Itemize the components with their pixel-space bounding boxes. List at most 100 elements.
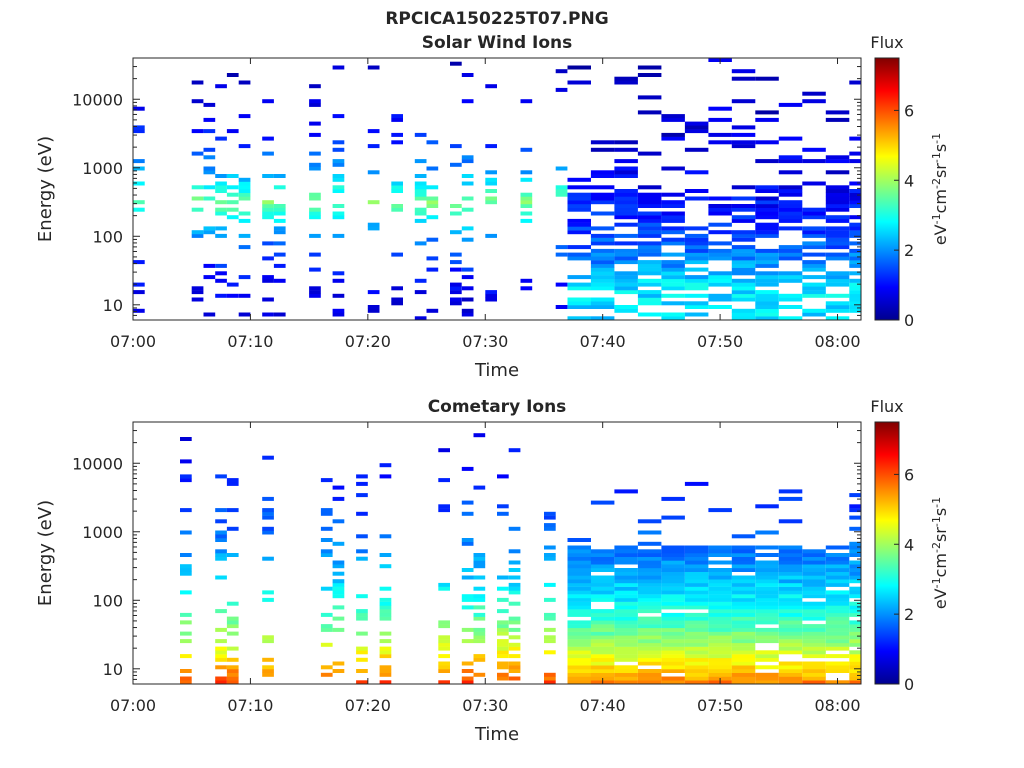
- spectrogram-cell: [825, 278, 850, 283]
- spectrogram-cell: [544, 556, 556, 561]
- spectrogram-cell: [555, 245, 568, 250]
- spectrogram-cell: [273, 211, 286, 216]
- spectrogram-cell: [461, 312, 474, 317]
- spectrogram-cell: [731, 293, 756, 298]
- spectrogram-cell: [731, 207, 756, 212]
- spectrogram-cell: [332, 582, 345, 587]
- spectrogram-cell: [708, 568, 732, 572]
- spectrogram-cell: [684, 256, 709, 261]
- spectrogram-cell: [825, 605, 850, 610]
- spectrogram-cell: [708, 586, 732, 591]
- spectrogram-cell: [849, 609, 861, 614]
- spectrogram-cell: [590, 627, 615, 632]
- spectrogram-cell: [755, 233, 779, 238]
- spectrogram-cell: [215, 174, 227, 178]
- spectrogram-cell: [497, 631, 509, 636]
- spectrogram-cell: [391, 114, 403, 119]
- spectrogram-cell: [802, 680, 826, 685]
- spectrogram-cell: [215, 556, 227, 561]
- spectrogram-cell: [802, 571, 826, 576]
- spectrogram-cell: [661, 211, 685, 216]
- spectrogram-cell: [332, 177, 345, 182]
- spectrogram-cell: [367, 200, 380, 205]
- spectrogram-cell: [567, 657, 591, 662]
- spectrogram-cell: [567, 654, 591, 659]
- x-tick-label: 07:10: [227, 696, 273, 715]
- spectrogram-cell: [614, 612, 638, 617]
- spectrogram-cell: [661, 316, 685, 321]
- spectrogram-cell: [497, 642, 509, 647]
- spectrogram-cell: [802, 676, 826, 681]
- spectrogram-cell: [180, 612, 192, 617]
- spectrogram-cell: [637, 215, 662, 220]
- spectrogram-cell: [426, 308, 439, 313]
- spectrogram-cell: [426, 166, 439, 171]
- spectrogram-cell: [849, 260, 861, 265]
- spectrogram-cell: [802, 312, 826, 317]
- spectrogram-cell: [661, 230, 685, 235]
- spectrogram-cell: [508, 590, 521, 595]
- spectrogram-cell: [379, 605, 392, 610]
- spectrogram-cell: [508, 661, 521, 666]
- spectrogram-cell: [708, 241, 732, 246]
- spectrogram-cell: [356, 631, 368, 636]
- spectrogram-cell: [461, 275, 474, 280]
- spectrogram-cell: [590, 256, 615, 261]
- spectrogram-cell: [226, 669, 239, 673]
- spectrogram-cell: [614, 248, 638, 253]
- spectrogram-cell: [731, 661, 756, 666]
- spectrogram-cell: [215, 474, 227, 479]
- spectrogram-cell: [755, 504, 779, 509]
- spectrogram-cell: [567, 316, 591, 321]
- spectrogram-cell: [203, 196, 216, 201]
- spectrogram-cell: [590, 278, 615, 283]
- spectrogram-cell: [356, 669, 368, 673]
- spectrogram-cell: [661, 616, 685, 621]
- spectrogram-cell: [849, 282, 861, 287]
- spectrogram-cell: [661, 571, 685, 576]
- spectrogram-cell: [450, 230, 462, 235]
- spectrogram-cell: [191, 297, 204, 302]
- spectrogram-cell: [684, 669, 709, 673]
- spectrogram-cell: [203, 166, 216, 171]
- spectrogram-cell: [426, 256, 439, 261]
- spectrogram-cell: [684, 252, 709, 257]
- spectrogram-cell: [731, 282, 756, 287]
- spectrogram-cell: [708, 230, 732, 235]
- spectrogram-cell: [849, 256, 861, 261]
- spectrogram-cell: [684, 248, 709, 253]
- spectrogram-cell: [273, 312, 286, 317]
- spectrogram-cell: [778, 207, 803, 212]
- spectrogram-cell: [379, 601, 392, 606]
- spectrogram-cell: [731, 616, 756, 621]
- spectrogram-cell: [825, 282, 850, 287]
- spectrogram-cell: [755, 226, 779, 231]
- spectrogram-cell: [849, 654, 861, 659]
- spectrogram-cell: [637, 672, 662, 677]
- spectrogram-cell: [637, 222, 662, 227]
- spectrogram-cell: [567, 601, 591, 606]
- spectrogram-cell: [661, 564, 685, 569]
- spectrogram-cell: [661, 549, 685, 554]
- spectrogram-cell: [614, 159, 638, 164]
- spectrogram-cell: [567, 218, 591, 223]
- spectrogram-cell: [614, 256, 638, 261]
- spectrogram-cell: [731, 271, 756, 276]
- spectrogram-cell: [356, 646, 368, 651]
- spectrogram-cell: [332, 519, 345, 524]
- spectrogram-cell: [426, 140, 439, 145]
- spectrogram-cell: [180, 508, 192, 513]
- spectrogram-cell: [590, 286, 615, 291]
- spectrogram-cell: [825, 237, 850, 242]
- spectrogram-cell: [356, 657, 368, 662]
- spectrogram-cell: [778, 248, 803, 253]
- spectrogram-cell: [708, 609, 732, 614]
- spectrogram-cell: [755, 545, 779, 550]
- spectrogram-cell: [661, 582, 685, 587]
- spectrogram-cell: [778, 635, 803, 640]
- spectrogram-cell: [849, 560, 861, 565]
- spectrogram-cell: [661, 575, 685, 580]
- spectrogram-cell: [684, 579, 709, 584]
- spectrogram-cell: [849, 192, 861, 197]
- spectrogram-cell: [778, 192, 803, 197]
